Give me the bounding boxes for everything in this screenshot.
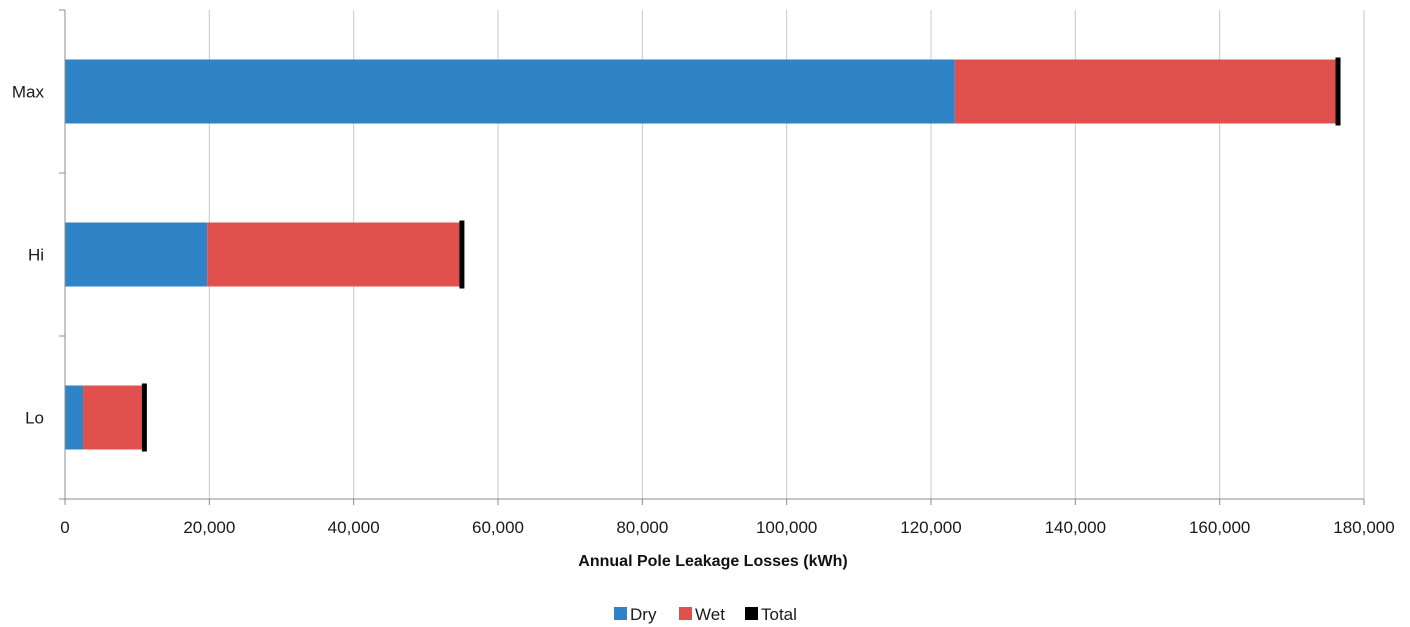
category-label: Lo xyxy=(25,409,44,428)
legend-label-total: Total xyxy=(761,605,797,624)
legend-swatch-wet xyxy=(679,607,692,620)
axes xyxy=(64,10,1364,500)
x-tick-label: 0 xyxy=(60,518,69,537)
x-tick-label: 60,000 xyxy=(472,518,524,537)
bar-dry-max xyxy=(65,59,955,124)
bars xyxy=(65,57,1341,452)
legend-swatch-dry xyxy=(614,607,627,620)
x-tick-label: 40,000 xyxy=(328,518,380,537)
bar-wet-max xyxy=(954,59,1339,124)
bar-dry-lo xyxy=(65,385,84,450)
legend: Dry Wet Total xyxy=(614,605,797,624)
x-tick-label: 160,000 xyxy=(1189,518,1250,537)
bar-wet-hi xyxy=(207,222,462,287)
labels: 0 20,000 40,000 60,000 80,000 100,000 120,000 1… xyxy=(12,83,1395,538)
total-marker-lo xyxy=(141,383,147,452)
x-tick-label: 120,000 xyxy=(900,518,961,537)
total-marker-hi xyxy=(459,220,465,289)
legend-label-dry: Dry xyxy=(630,605,657,624)
x-tick-label: 140,000 xyxy=(1045,518,1106,537)
bar-dry-hi xyxy=(65,222,208,287)
legend-swatch-total xyxy=(745,607,758,620)
x-tick-label: 80,000 xyxy=(616,518,668,537)
x-tick-label: 180,000 xyxy=(1333,518,1394,537)
legend-label-wet: Wet xyxy=(695,605,725,624)
x-tick-label: 100,000 xyxy=(756,518,817,537)
x-axis-title: Annual Pole Leakage Losses (kWh) xyxy=(578,553,847,570)
category-label: Max xyxy=(12,83,45,102)
category-label: Hi xyxy=(28,246,44,265)
bar-wet-lo xyxy=(83,385,145,450)
x-tick-label: 20,000 xyxy=(183,518,235,537)
total-marker-max xyxy=(1335,57,1341,126)
